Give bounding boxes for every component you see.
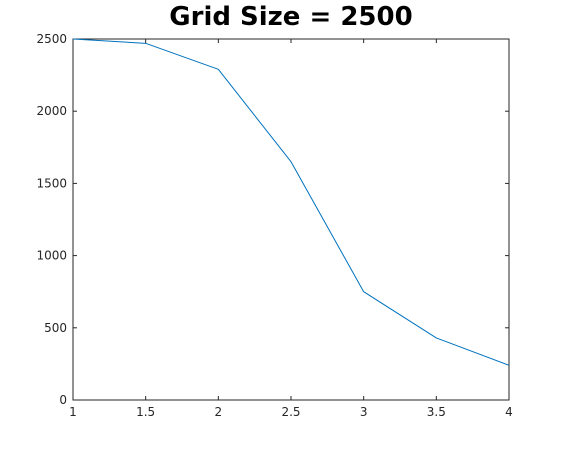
y-tick-label: 0 [59,393,67,407]
x-tick-label: 3.5 [427,405,446,419]
x-tick-label: 1 [69,405,77,419]
y-tick-label: 2500 [36,32,67,46]
x-tick-label: 2.5 [281,405,300,419]
y-tick-label: 2000 [36,104,67,118]
x-tick-label: 1.5 [136,405,155,419]
x-tick-label: 4 [505,405,513,419]
y-tick-label: 1500 [36,176,67,190]
x-tick-label: 3 [360,405,368,419]
plot-area [73,39,509,400]
y-tick-label: 500 [44,321,67,335]
x-tick-label: 2 [215,405,223,419]
y-tick-label: 1000 [36,249,67,263]
